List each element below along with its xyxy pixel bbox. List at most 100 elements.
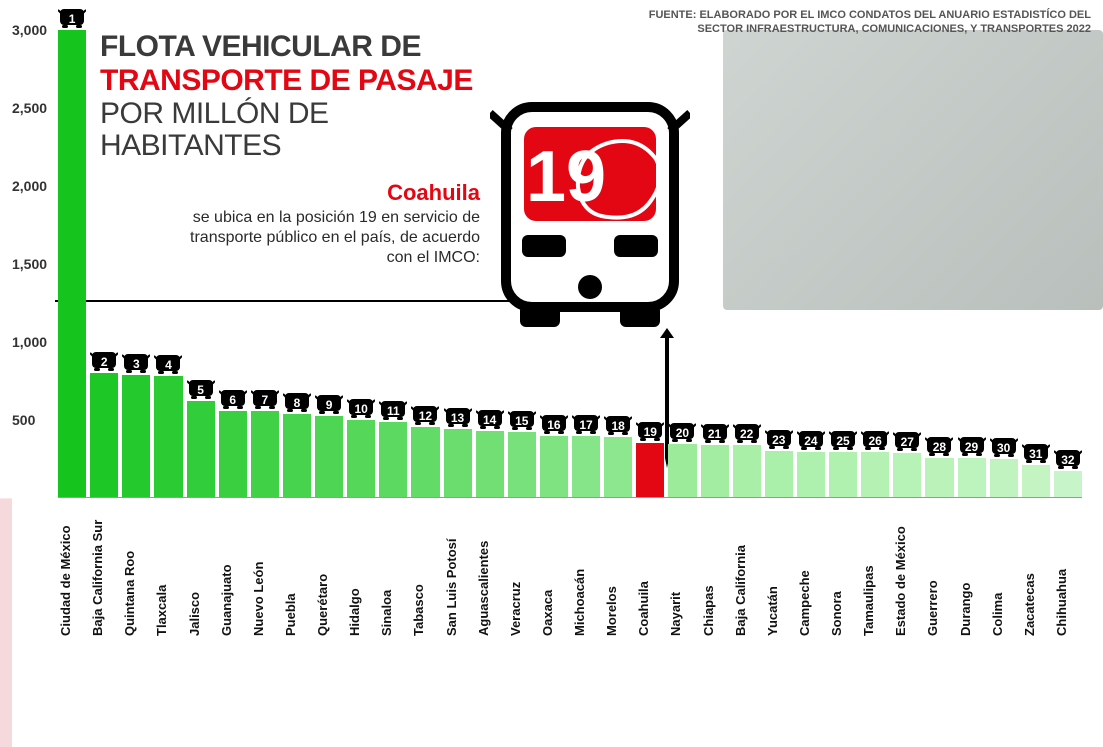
rank-bus-icon: 5	[187, 378, 215, 400]
bar	[540, 436, 568, 498]
x-label: Chihuahua	[1054, 500, 1082, 642]
rank-number: 14	[476, 413, 504, 430]
rank-number: 28	[925, 440, 953, 457]
bar-col: 11	[379, 399, 407, 498]
rank-number: 11	[379, 404, 407, 421]
rank-number: 2	[90, 355, 118, 372]
x-label: Sinaloa	[379, 500, 407, 642]
bar-col: 1	[58, 7, 86, 498]
x-label: Morelos	[604, 500, 632, 642]
rank-bus-icon: 31	[1022, 442, 1050, 464]
rank-bus-icon: 12	[411, 404, 439, 426]
bar-col: 27	[893, 430, 921, 498]
bar	[347, 420, 375, 498]
rank-number: 1	[58, 12, 86, 29]
rank-bus-icon: 28	[925, 435, 953, 457]
bar	[893, 453, 921, 498]
rank-number: 15	[508, 414, 536, 431]
rank-bus-icon: 8	[283, 391, 311, 413]
x-label: Quintana Roo	[122, 500, 150, 642]
bar	[251, 411, 279, 498]
x-label: Baja California Sur	[90, 500, 118, 642]
rank-bus-icon: 20	[668, 421, 696, 443]
x-label: Yucatán	[765, 500, 793, 642]
rank-number: 31	[1022, 447, 1050, 464]
rank-number: 9	[315, 398, 343, 415]
x-axis-labels: Ciudad de MéxicoBaja California SurQuint…	[58, 500, 1082, 642]
bar	[411, 427, 439, 498]
baseline	[58, 497, 1082, 498]
rank-bus-icon: 14	[476, 408, 504, 430]
rank-bus-icon: 9	[315, 393, 343, 415]
y-tick: 3,000	[12, 22, 47, 38]
rank-bus-icon: 26	[861, 429, 889, 451]
rank-number: 23	[765, 433, 793, 450]
x-label: Puebla	[283, 500, 311, 642]
bar-col: 9	[315, 393, 343, 498]
bar-col: 2	[90, 350, 118, 498]
rank-number: 29	[958, 440, 986, 457]
rank-bus-icon: 32	[1054, 448, 1082, 470]
bar	[765, 451, 793, 498]
rank-bus-icon: 3	[122, 352, 150, 374]
rank-number: 32	[1054, 453, 1082, 470]
bar-col: 22	[733, 422, 761, 498]
rank-bus-icon: 13	[444, 406, 472, 428]
bar	[1022, 465, 1050, 498]
x-label: Durango	[958, 500, 986, 642]
bar	[379, 422, 407, 498]
rank-bus-icon: 24	[797, 429, 825, 451]
bar-col: 7	[251, 388, 279, 498]
bar-col: 32	[1054, 448, 1082, 498]
bar	[508, 432, 536, 498]
bar-col: 19	[636, 420, 664, 498]
x-label: Michoacán	[572, 500, 600, 642]
rank-bus-icon: 2	[90, 350, 118, 372]
bar-col: 21	[701, 422, 729, 498]
bar-col: 28	[925, 435, 953, 498]
rank-bus-icon: 17	[572, 413, 600, 435]
rank-number: 7	[251, 393, 279, 410]
bar	[283, 414, 311, 498]
rank-bus-icon: 22	[733, 422, 761, 444]
rank-bus-icon: 1	[58, 7, 86, 29]
rank-number: 30	[990, 441, 1018, 458]
rank-bus-icon: 6	[219, 388, 247, 410]
rank-bus-icon: 30	[990, 436, 1018, 458]
bar	[315, 416, 343, 498]
rank-bus-icon: 19	[636, 420, 664, 442]
bar	[476, 431, 504, 498]
bar-col: 29	[958, 435, 986, 498]
y-axis: 5001,0001,5002,0002,5003,000	[12, 30, 52, 498]
bar-col: 16	[540, 413, 568, 498]
rank-number: 13	[444, 411, 472, 428]
bar	[604, 437, 632, 498]
bar-col: 13	[444, 406, 472, 498]
x-label: Veracruz	[508, 500, 536, 642]
bar-col: 26	[861, 429, 889, 498]
bar-col: 5	[187, 378, 215, 498]
bar	[154, 376, 182, 498]
bar-col: 24	[797, 429, 825, 498]
rank-number: 26	[861, 434, 889, 451]
rank-bus-icon: 15	[508, 409, 536, 431]
rank-number: 4	[154, 358, 182, 375]
rank-number: 5	[187, 383, 215, 400]
bar	[572, 436, 600, 498]
bar-col: 6	[219, 388, 247, 498]
rank-bus-icon: 11	[379, 399, 407, 421]
bar	[861, 452, 889, 498]
x-label: Tamaulipas	[861, 500, 889, 642]
bar-col: 4	[154, 353, 182, 498]
bar	[187, 401, 215, 498]
x-label: Tlaxcala	[154, 500, 182, 642]
y-axis-label: UNIDADES DE SERVICIO POR MILLON DE HABIT…	[0, 498, 12, 747]
bar	[90, 373, 118, 498]
rank-bus-icon: 29	[958, 435, 986, 457]
x-label: Jalisco	[187, 500, 215, 642]
bar-col: 14	[476, 408, 504, 498]
rank-number: 25	[829, 434, 857, 451]
x-label: Guerrero	[925, 500, 953, 642]
bar-col: 17	[572, 413, 600, 498]
bar-col: 20	[668, 421, 696, 498]
